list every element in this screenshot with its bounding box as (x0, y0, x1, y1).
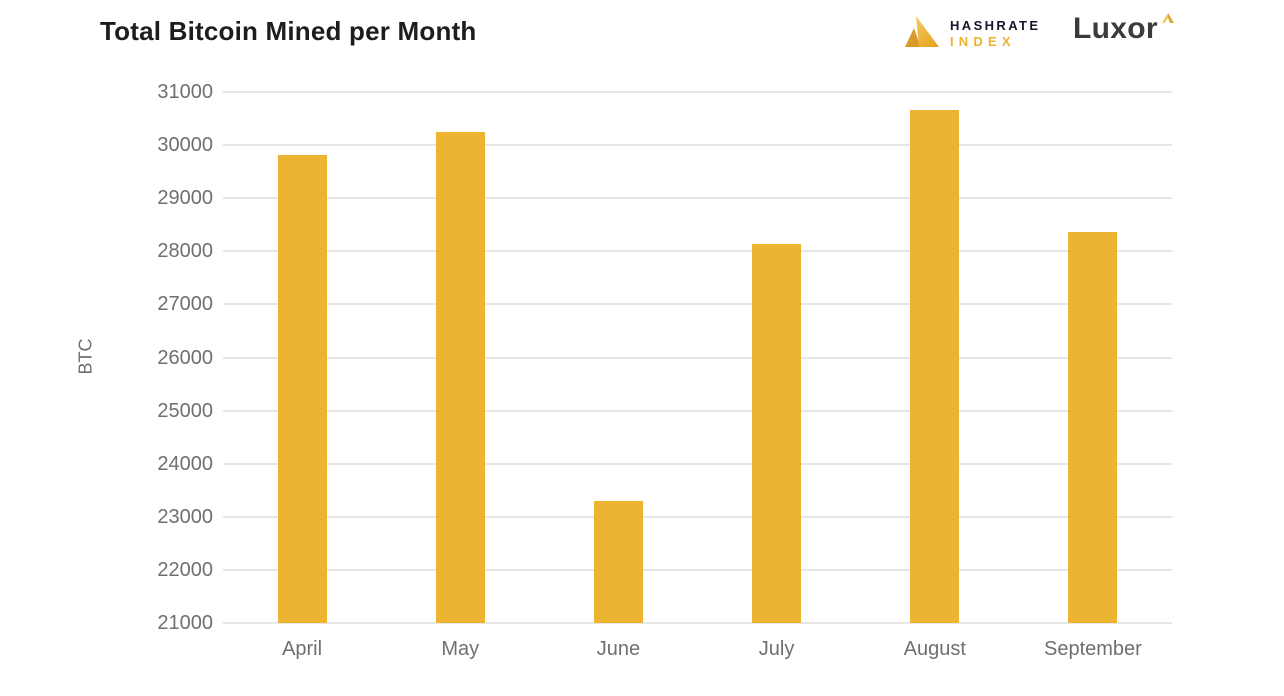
y-tick-label-26000: 26000 (157, 346, 213, 369)
index-label: INDEX (950, 34, 1016, 49)
gridline-26000 (223, 356, 1172, 359)
bar-may[interactable] (435, 131, 485, 623)
y-tick-label-24000: 24000 (157, 452, 213, 475)
x-tick-label-august: August (903, 638, 966, 660)
gridline-28000 (223, 250, 1172, 253)
y-tick-label-27000: 27000 (157, 293, 213, 316)
luxor-logo: Luxor (1073, 12, 1174, 46)
bar-september[interactable] (1068, 232, 1118, 623)
gridline-23000 (223, 515, 1172, 518)
y-tick-label-22000: 22000 (157, 558, 213, 581)
y-tick-label-21000: 21000 (157, 612, 213, 634)
hashrate-label: HASHRATE (950, 17, 1041, 33)
y-axis-title: BTC (75, 338, 96, 375)
gridline-27000 (223, 303, 1172, 306)
hashrate-index-logo-icon (903, 13, 941, 55)
x-tick-label-september: September (1043, 638, 1142, 660)
gridline-31000 (223, 91, 1172, 93)
luxor-label: Luxor (1073, 12, 1158, 45)
luxor-caret-icon (1161, 11, 1174, 29)
y-tick-label-28000: 28000 (157, 240, 213, 263)
bar-july[interactable] (752, 244, 802, 623)
y-tick-label-31000: 31000 (157, 81, 213, 103)
gridline-21000 (223, 622, 1172, 624)
x-tick-label-april: April (282, 638, 323, 660)
x-tick-label-may: May (441, 638, 480, 660)
bar-april[interactable] (277, 154, 327, 623)
gridline-25000 (223, 409, 1172, 412)
y-tick-label-30000: 30000 (157, 134, 213, 157)
chart-title: Total Bitcoin Mined per Month (100, 16, 477, 46)
x-tick-label-june: June (596, 638, 641, 660)
gridline-24000 (223, 462, 1172, 465)
bar-august[interactable] (910, 109, 960, 623)
x-tick-label-july: July (758, 638, 795, 660)
hashrate-index-logo: HASHRATE INDEX (903, 13, 1040, 55)
y-tick-label-25000: 25000 (157, 399, 213, 422)
gridline-22000 (223, 568, 1172, 571)
bar-june[interactable] (593, 501, 643, 623)
hashrate-index-logo-text: HASHRATE INDEX (950, 18, 1040, 51)
gridline-29000 (223, 197, 1172, 200)
gridline-30000 (223, 144, 1172, 147)
y-tick-label-29000: 29000 (157, 187, 213, 210)
y-tick-label-23000: 23000 (157, 505, 213, 528)
